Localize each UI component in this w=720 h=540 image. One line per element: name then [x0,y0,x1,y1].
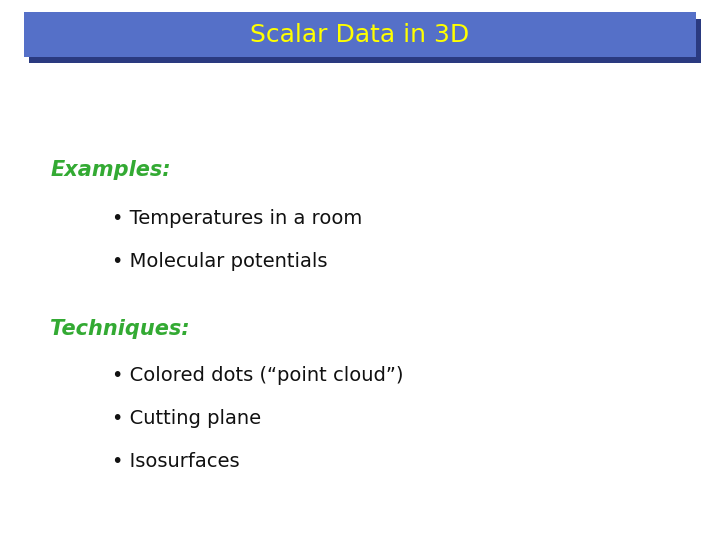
Text: Scalar Data in 3D: Scalar Data in 3D [251,23,469,46]
Bar [29,19,701,63]
Text: Examples:: Examples: [50,160,171,180]
Text: • Isosurfaces: • Isosurfaces [112,452,239,471]
Text: • Colored dots (“point cloud”): • Colored dots (“point cloud”) [112,366,403,385]
Text: Techniques:: Techniques: [50,319,190,340]
Text: • Temperatures in a room: • Temperatures in a room [112,209,362,228]
Text: • Molecular potentials: • Molecular potentials [112,252,327,272]
Text: • Cutting plane: • Cutting plane [112,409,261,428]
Bar [24,12,696,57]
